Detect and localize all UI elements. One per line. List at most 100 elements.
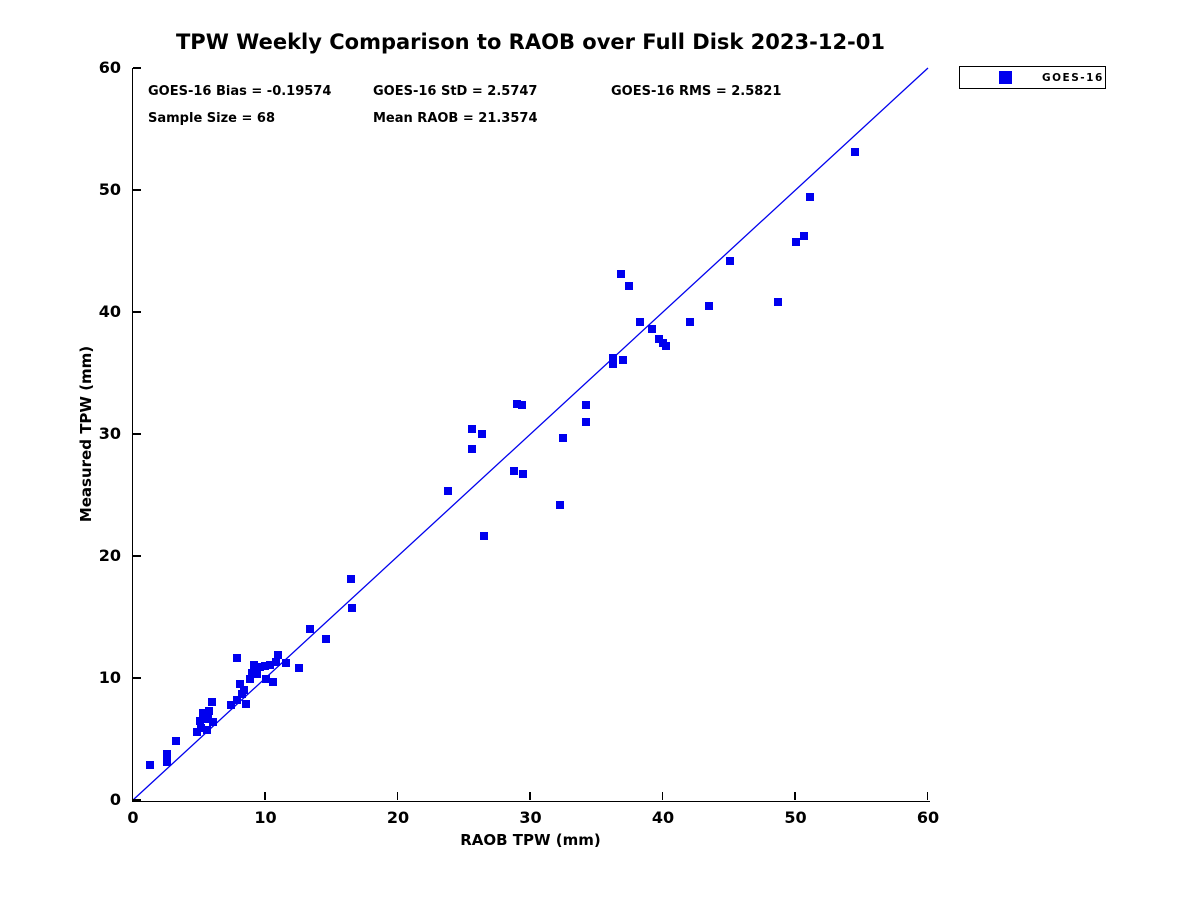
scatter-point [266,660,275,669]
scatter-point [246,675,255,684]
scatter-point [686,317,695,326]
scatter-point [512,399,521,408]
scatter-point [726,256,735,265]
y-tick [132,433,141,435]
plot-area [131,67,930,802]
scatter-point [800,232,809,241]
scatter-point [205,706,214,715]
scatter-point [306,625,315,634]
x-tick-label: 20 [386,808,410,827]
scatter-point [282,659,291,668]
x-tick-label: 60 [916,808,940,827]
x-tick-label: 40 [651,808,675,827]
scatter-point [518,400,527,409]
scatter-point [247,669,256,678]
scatter-point [239,686,248,695]
legend-label: GOES-16 [1042,72,1104,84]
scatter-point [172,737,181,746]
scatter-point [198,709,207,718]
stat-sample-size: Sample Size = 68 [148,111,276,126]
y-tick-label: 10 [98,668,121,687]
scatter-point [559,433,568,442]
scatter-point [233,654,242,663]
x-tick [264,792,266,800]
x-tick-label: 0 [127,808,139,827]
scatter-point [581,400,590,409]
stat-rms: GOES-16 RMS = 2.5821 [611,84,782,99]
scatter-point [271,658,280,667]
scatter-point [162,758,171,767]
scatter-point [261,661,269,670]
scatter-point [609,354,618,363]
y-tick-label: 20 [98,546,121,565]
scatter-point [197,724,206,733]
scatter-point [467,444,476,453]
scatter-point [581,417,590,426]
scatter-point [792,238,801,247]
scatter-point [479,532,488,541]
scatter-point [617,270,626,279]
scatter-point [274,650,283,659]
scatter-point [235,680,244,689]
x-tick [794,792,796,800]
x-tick [396,792,399,800]
x-axis-label: RAOB TPW (mm) [460,831,601,849]
scatter-point [145,760,154,769]
scatter-point [625,282,634,291]
x-tick [661,792,664,800]
scatter-point [162,749,171,758]
x-tick-label: 30 [519,808,542,827]
stat-bias: GOES-16 Bias = -0.19574 [148,84,332,99]
chart-title: TPW Weekly Comparison to RAOB over Full … [175,30,885,54]
y-tick-label: 60 [98,58,121,77]
scatter-point [773,298,782,307]
legend: GOES-16 [959,66,1106,89]
scatter-point [268,677,277,686]
scatter-point [202,726,211,735]
scatter-point [850,148,859,157]
x-tick-label: 10 [254,808,277,827]
scatter-point [635,317,644,326]
y-tick [132,555,141,557]
y-tick-label: 30 [98,424,121,443]
scatter-point [805,193,814,202]
scatter-point [510,466,519,475]
scatter-point [196,716,205,725]
x-tick [529,792,531,800]
scatter-point [348,604,357,613]
scatter-point [478,430,487,438]
scatter-point [647,325,656,334]
scatter-point [443,487,452,496]
scatter-point [295,664,304,673]
scatter-point [250,660,259,669]
y-tick [132,189,141,191]
scatter-point [321,634,330,643]
stat-mean-raob: Mean RAOB = 21.3574 [373,111,538,126]
identity-line [132,67,928,801]
scatter-point [242,699,251,708]
y-tick [132,311,141,313]
scatter-point [209,717,218,726]
scatter-point [556,500,565,509]
scatter-point [704,301,713,310]
y-tick-label: 50 [98,180,121,199]
scatter-point [255,663,264,672]
scatter-point [204,715,213,724]
stat-std: GOES-16 StD = 2.5747 [373,84,538,99]
scatter-point [347,575,356,584]
y-tick [132,67,141,69]
legend-marker-icon [999,71,1012,84]
scatter-point [662,342,671,351]
scatter-point [609,360,618,369]
scatter-point [226,700,235,709]
y-tick [132,677,141,679]
x-tick [926,792,929,800]
scatter-point [618,355,627,364]
scatter-point [262,675,271,684]
scatter-point [467,425,476,434]
x-tick-label: 50 [784,808,807,827]
scatter-point [519,470,528,479]
y-tick [132,799,141,801]
y-tick-label: 40 [98,302,121,321]
